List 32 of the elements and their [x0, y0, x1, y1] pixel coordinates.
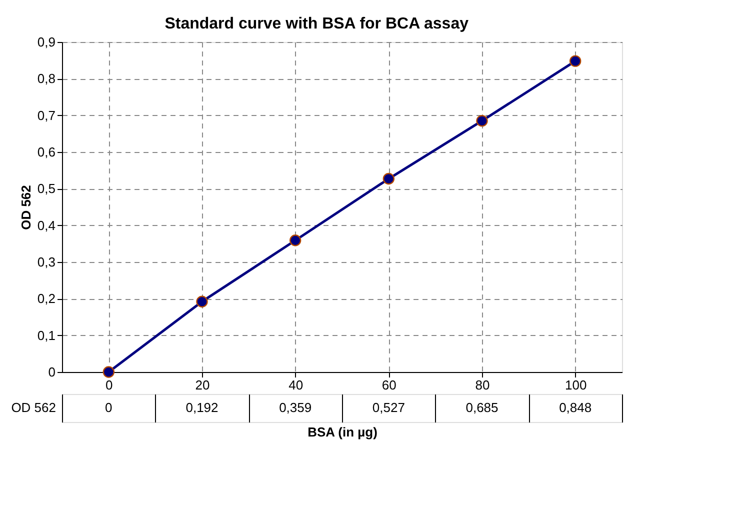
text: OD 562: [11, 400, 56, 415]
x-tick-label: 40: [288, 378, 304, 392]
x-tick-label: 0: [106, 378, 113, 392]
point: [476, 115, 488, 127]
point: [102, 366, 115, 378]
y-tick-label: 0,3: [37, 254, 56, 270]
data-label: 0,848: [559, 400, 592, 415]
y-tick-label: 0,5: [37, 181, 56, 196]
data-label: 0,685: [466, 400, 498, 415]
x-tick-label: 80: [475, 378, 490, 392]
point: [196, 296, 208, 308]
y-tick-label: 0,9: [37, 34, 56, 50]
y-tick-label: 0,4: [37, 218, 56, 233]
y-tick-label: 0,8: [37, 71, 56, 86]
point: [382, 172, 395, 185]
y-tick-label: 0,6: [37, 144, 56, 160]
data-label: 0,192: [186, 400, 218, 415]
y-tick-label: 0: [48, 364, 56, 380]
y-tick-label: 0,1: [37, 328, 56, 343]
data-label: 0,359: [279, 400, 312, 415]
point: [569, 55, 582, 67]
data-label: 0: [105, 400, 112, 415]
y-tick-label: 0,7: [37, 108, 56, 123]
x-tick-label: 100: [564, 378, 587, 392]
x-tick-label: 60: [382, 378, 396, 392]
data-label: 0,527: [372, 400, 405, 415]
y-axis-title: OD 562: [18, 185, 34, 230]
chart-title: Standard curve with BSA for BCA assay: [164, 16, 469, 32]
y-tick-label: 0,2: [37, 291, 56, 306]
x-axis-title: BSA (in µg): [308, 424, 378, 440]
point: [289, 234, 302, 246]
x-tick-label: 20: [195, 378, 210, 392]
